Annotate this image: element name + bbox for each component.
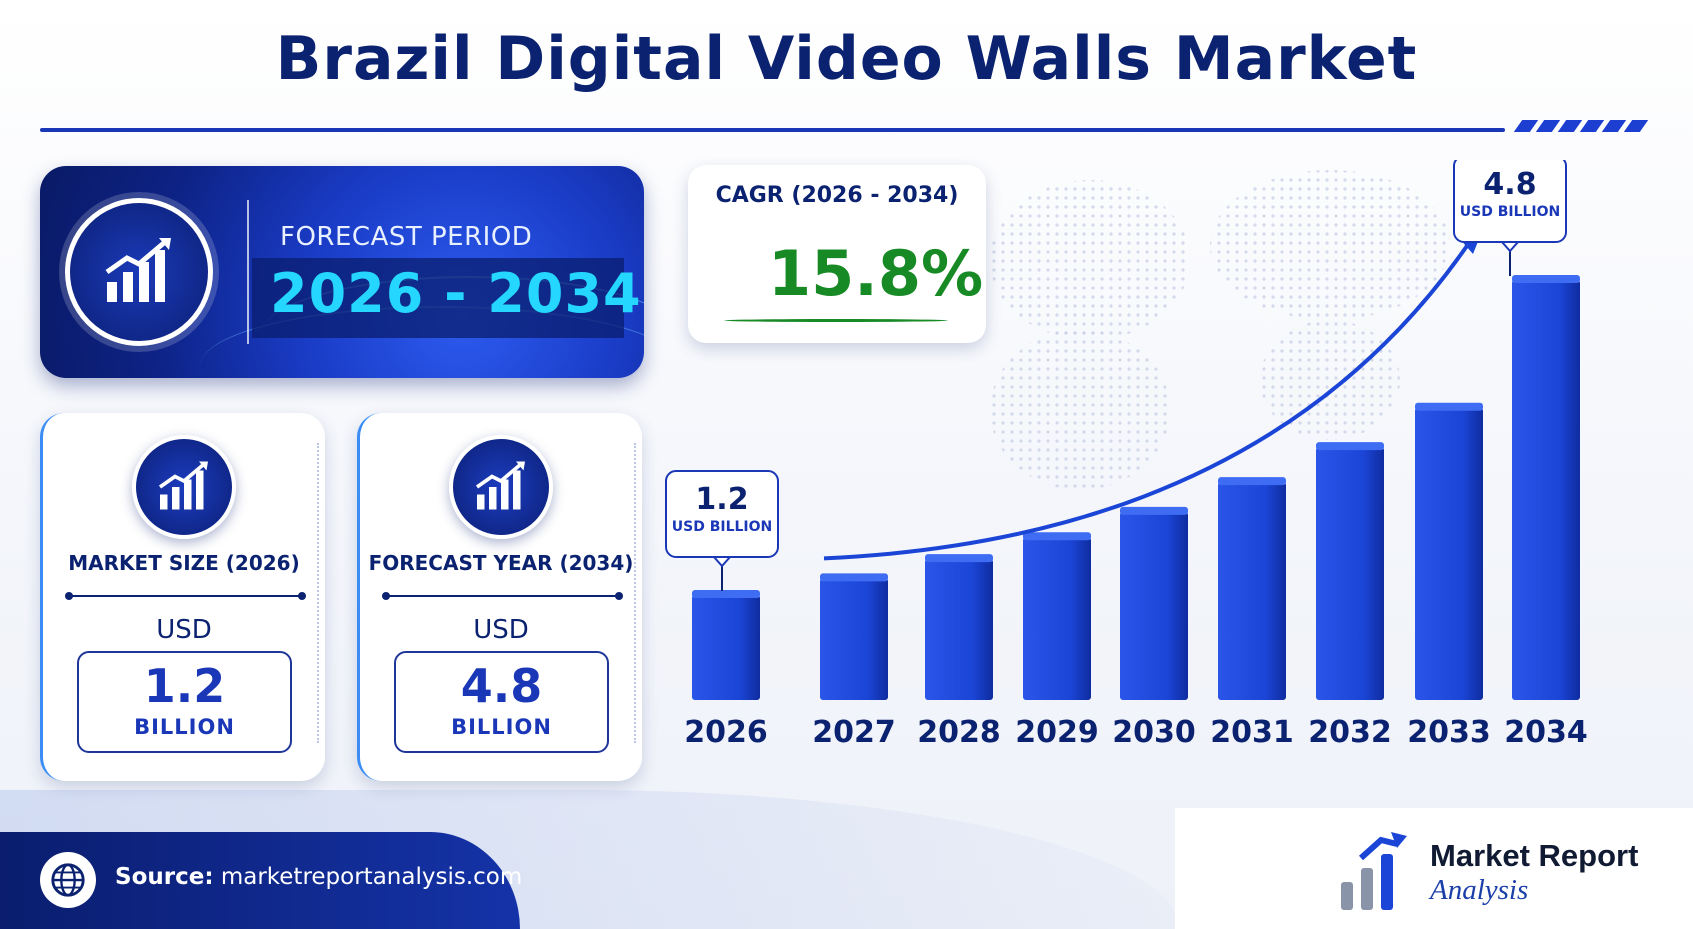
- x-tick-label: 2033: [1407, 715, 1491, 750]
- forecast-year-value-box: 4.8 BILLION: [394, 651, 609, 753]
- market-size-value: 1.2: [143, 659, 226, 713]
- callout-2026-pointer: [711, 556, 733, 568]
- bar-2027: [820, 578, 888, 700]
- bar-2026: [692, 595, 760, 700]
- x-tick-label: 2034: [1504, 715, 1588, 750]
- source-text: Source: marketreportanalysis.com: [115, 864, 522, 890]
- bar-chart-growth-icon: [65, 198, 213, 346]
- market-size-unit: BILLION: [134, 715, 235, 739]
- x-tick-label: 2026: [684, 715, 768, 750]
- x-tick-label: 2029: [1015, 715, 1099, 750]
- bar-cap-2033: [1415, 402, 1483, 411]
- callout-2034-unit: USD BILLION: [1460, 204, 1561, 220]
- trend-arrow: [823, 238, 1473, 561]
- logo-text-line2: Analysis: [1430, 874, 1529, 906]
- bar-cap-2029: [1023, 532, 1091, 541]
- bar-cap-2028: [925, 554, 993, 563]
- bar-cap-2034: [1512, 275, 1580, 283]
- heading-rule: [382, 592, 623, 600]
- world-map-dots: [1260, 320, 1400, 440]
- forecast-year-card: FORECAST YEAR (2034) USD 4.8 BILLION: [357, 413, 642, 781]
- globe-icon: [40, 852, 96, 908]
- page-title: Brazil Digital Video Walls Market: [275, 24, 1418, 94]
- x-tick-label: 2032: [1308, 715, 1392, 750]
- forecast-period-label: FORECAST PERIOD: [280, 222, 533, 252]
- forecast-period-card: FORECAST PERIOD 2026 - 2034: [40, 166, 644, 378]
- source-label: Source:: [115, 864, 214, 890]
- callout-2026-unit: USD BILLION: [672, 519, 773, 535]
- bar-2031: [1218, 482, 1286, 700]
- logo-text-line1: Market Report: [1430, 838, 1639, 873]
- heading-rule: [65, 592, 306, 600]
- x-tick-label: 2027: [812, 715, 896, 750]
- source-url[interactable]: marketreportanalysis.com: [220, 864, 523, 890]
- logo-panel: [1175, 808, 1693, 929]
- world-map-dots: [990, 330, 1170, 490]
- x-tick-label: 2030: [1112, 715, 1196, 750]
- bar-2030: [1120, 511, 1188, 700]
- logo-bars-icon: [1341, 832, 1407, 910]
- bar-cap-2027: [820, 573, 888, 582]
- market-size-currency: USD: [156, 615, 212, 645]
- forecast-period-value-box: [252, 258, 624, 338]
- bar-cap-2026: [692, 590, 760, 598]
- bar-chart-growth-icon: [449, 435, 553, 539]
- world-map-dots: [1210, 170, 1450, 320]
- bar-chart: 2026 2027 2028 2029 2030 2031 2032 2033 2034 1.2 U…: [665, 160, 1588, 750]
- bar-cap-2030: [1120, 506, 1188, 515]
- bar-cap-2032: [1316, 442, 1384, 451]
- bar-2034: [1512, 280, 1580, 700]
- bar-2032: [1316, 447, 1384, 700]
- x-tick-label: 2028: [917, 715, 1001, 750]
- bar-2028: [925, 559, 993, 700]
- cagr-underline: [724, 319, 948, 322]
- callout-2034-value: 4.8: [1483, 167, 1536, 202]
- forecast-year-currency: USD: [473, 615, 529, 645]
- cagr-label: CAGR (2026 - 2034): [715, 183, 959, 208]
- cagr-card: CAGR (2026 - 2034) 15.8%: [688, 165, 986, 343]
- forecast-year-value: 4.8: [460, 659, 543, 713]
- title-divider-dashes: [1513, 120, 1649, 132]
- cagr-value: 15.8%: [768, 237, 984, 310]
- market-size-heading: MARKET SIZE (2026): [68, 551, 300, 575]
- bar-chart-growth-icon: [132, 435, 236, 539]
- bar-cap-2031: [1218, 477, 1286, 486]
- bar-2029: [1023, 537, 1091, 700]
- callout-2034-pointer: [1499, 241, 1521, 253]
- forecast-year-heading: FORECAST YEAR (2034): [368, 551, 634, 575]
- title-divider: [40, 128, 1505, 132]
- world-map-dots: [990, 180, 1190, 340]
- market-size-card: MARKET SIZE (2026) USD 1.2 BILLION: [40, 413, 325, 781]
- period-divider: [247, 200, 249, 344]
- market-size-value-box: 1.2 BILLION: [77, 651, 292, 753]
- forecast-period-value: 2026 - 2034: [270, 262, 642, 325]
- bar-2033: [1415, 407, 1483, 700]
- x-tick-label: 2031: [1210, 715, 1294, 750]
- callout-2026-value: 1.2: [695, 482, 748, 517]
- forecast-year-unit: BILLION: [451, 715, 552, 739]
